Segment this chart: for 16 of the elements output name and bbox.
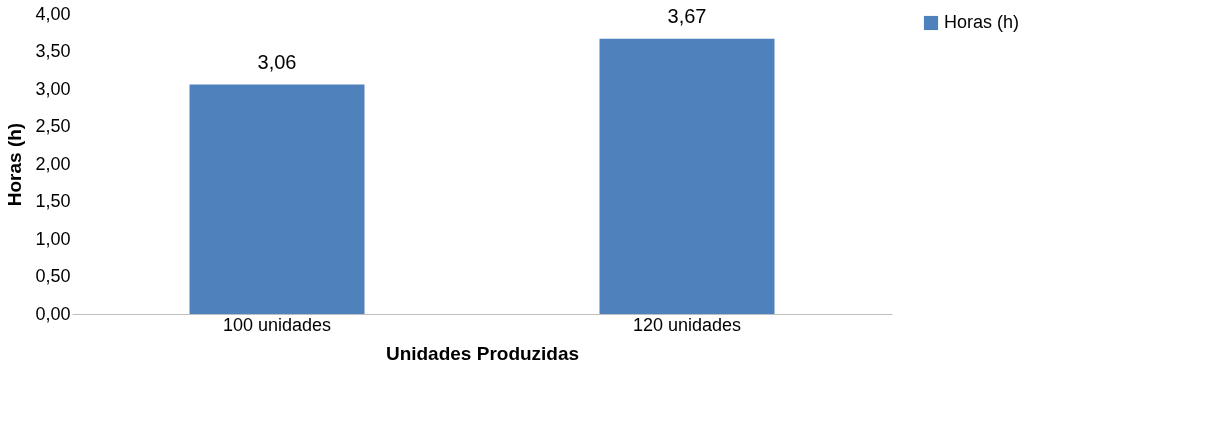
legend-label: Horas (h) <box>944 12 1020 32</box>
y-tick-label: 0,50 <box>35 266 71 286</box>
y-tick-label: 0,00 <box>35 303 71 324</box>
y-tick-label: 2,00 <box>35 153 71 174</box>
y-axis-title: Horas (h) <box>4 122 26 207</box>
x-axis-title: Unidades Produzidas <box>385 342 580 364</box>
y-tick-label: 3,00 <box>35 78 71 99</box>
y-tick-label: 1,50 <box>35 191 71 211</box>
data-label: 3,06 <box>257 50 297 73</box>
x-tick-label: 100 unidades <box>222 314 332 335</box>
y-tick-label: 4,00 <box>35 3 71 24</box>
data-label: 3,67 <box>667 4 707 27</box>
y-tick-label: 1,00 <box>35 228 71 249</box>
y-tick-label: 2,50 <box>35 116 71 136</box>
x-tick-label: 120 unidades <box>632 314 742 335</box>
y-tick-label: 3,50 <box>35 41 71 61</box>
